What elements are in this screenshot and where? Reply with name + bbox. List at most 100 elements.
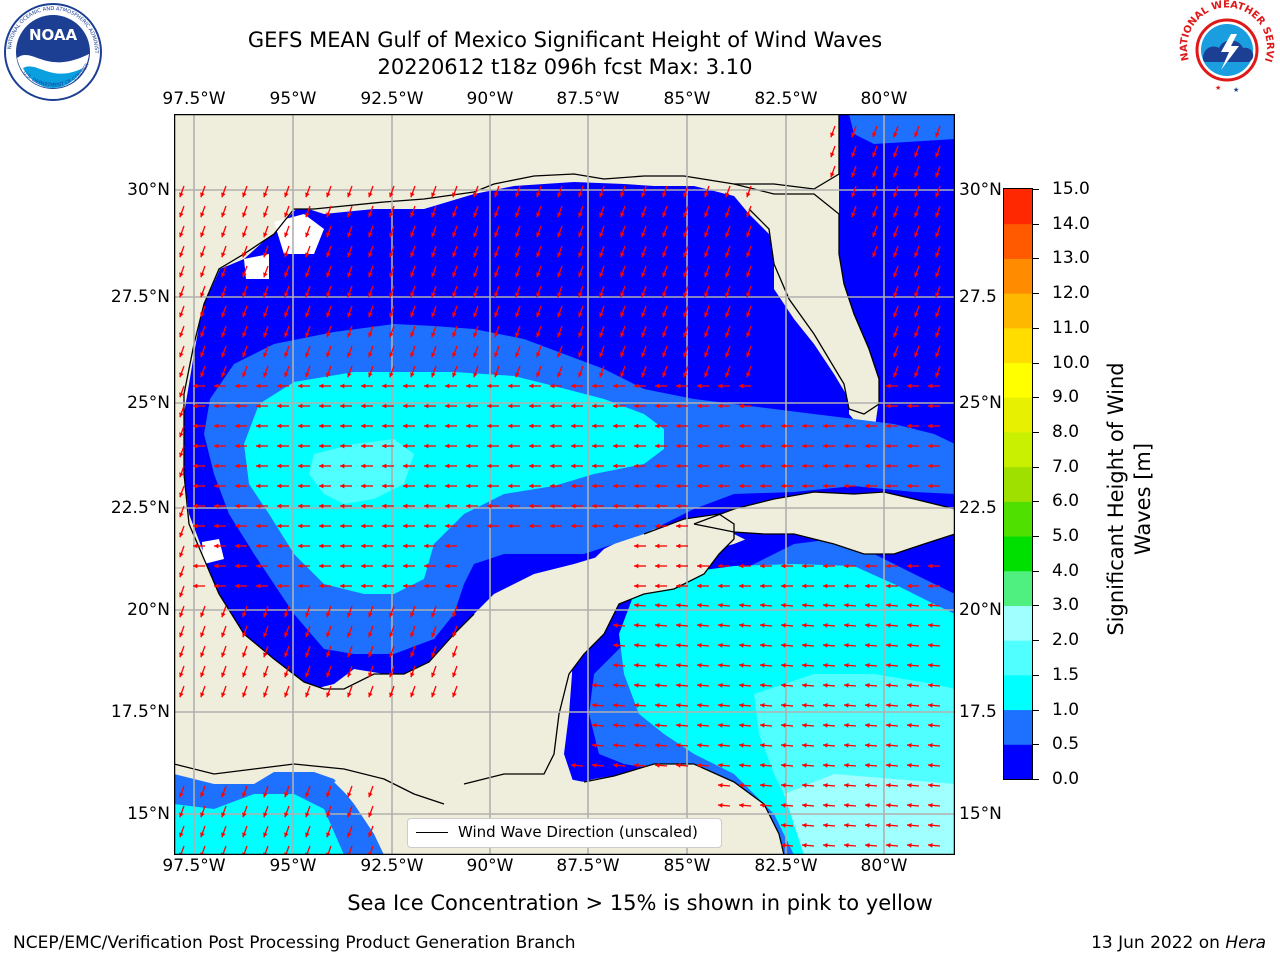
wave-direction-arrowhead — [872, 212, 877, 218]
wave-direction-arrowhead — [851, 152, 856, 158]
wave-direction-arrowhead — [445, 483, 450, 489]
wave-direction-arrowhead — [452, 332, 457, 338]
wave-direction-arrowhead — [655, 602, 660, 608]
wave-direction-arrowhead — [620, 272, 625, 278]
wave-direction-arrowhead — [928, 842, 933, 848]
wave-direction-arrowhead — [515, 332, 520, 338]
wave-direction-arrowhead — [802, 662, 807, 668]
wave-direction-arrowhead — [907, 642, 912, 648]
wave-direction-arrowhead — [242, 812, 247, 818]
wave-direction-arrowhead — [697, 463, 702, 469]
wave-direction-arrowhead — [340, 523, 345, 529]
wave-direction-arrowhead — [865, 583, 870, 589]
wave-direction-arrowhead — [200, 812, 205, 818]
lon-tick-top: 97.5°W — [162, 89, 226, 109]
wave-direction-arrowhead — [284, 212, 289, 218]
wave-direction-arrowhead — [214, 383, 219, 389]
wave-direction-arrowhead — [760, 463, 765, 469]
wave-direction-arrowhead — [403, 523, 408, 529]
colorbar-segment — [1004, 397, 1032, 433]
wave-direction-arrowhead — [781, 602, 786, 608]
yucatan-land — [434, 514, 734, 784]
wave-direction-arrowhead — [326, 272, 331, 278]
wave-direction-arrowhead — [620, 332, 625, 338]
wave-direction-arrowhead — [662, 232, 667, 238]
wave-direction-arrowhead — [886, 802, 891, 808]
wave-direction-arrowhead — [536, 292, 541, 298]
wave-direction-arrowhead — [326, 632, 331, 638]
wave-direction-arrowhead — [928, 602, 933, 608]
wave-direction-arrowhead — [599, 352, 604, 358]
wave-direction-arrowhead — [578, 192, 583, 198]
wave-direction-arrowhead — [242, 672, 247, 678]
wave-direction-arrowhead — [445, 523, 450, 529]
wave-direction-arrowhead — [298, 423, 303, 429]
wave-direction-arrowhead — [550, 483, 555, 489]
wave-direction-arrowhead — [886, 622, 891, 628]
wave-direction-arrowhead — [662, 252, 667, 258]
wave-direction-arrowhead — [592, 383, 597, 389]
wave-direction-arrowhead — [200, 632, 205, 638]
wave-direction-arrowhead — [326, 792, 331, 798]
wave-direction-arrowhead — [431, 672, 436, 678]
wave-direction-arrowhead — [683, 232, 688, 238]
wave-direction-arrowhead — [571, 483, 576, 489]
wave-direction-arrowhead — [263, 212, 268, 218]
chart-title: GEFS MEAN Gulf of Mexico Significant Hei… — [247, 28, 883, 52]
wave-direction-arrowhead — [340, 463, 345, 469]
wave-direction-arrowhead — [599, 332, 604, 338]
wave-direction-arrowhead — [179, 492, 184, 498]
wave-direction-arrowhead — [655, 702, 660, 708]
lon-tick-bottom: 80°W — [860, 856, 908, 876]
wave-direction-arrowhead — [634, 622, 639, 628]
wave-direction-arrowhead — [886, 483, 891, 489]
wave-direction-arrowhead — [823, 483, 828, 489]
wave-direction-arrowhead — [305, 372, 310, 378]
wave-direction-arrowhead — [760, 583, 765, 589]
wave-direction-arrowhead — [494, 332, 499, 338]
wave-direction-arrowhead — [410, 292, 415, 298]
wave-direction-arrowhead — [634, 523, 639, 529]
wave-direction-arrowhead — [326, 192, 331, 198]
wave-direction-arrowhead — [305, 312, 310, 318]
wave-direction-arrowhead — [277, 543, 282, 549]
wave-direction-arrowhead — [655, 383, 660, 389]
wave-direction-arrowhead — [718, 403, 723, 409]
wave-direction-arrowhead — [662, 292, 667, 298]
wave-direction-arrowhead — [907, 443, 912, 449]
wave-direction-arrowhead — [319, 483, 324, 489]
wave-direction-arrowhead — [179, 592, 184, 598]
wave-direction-arrowhead — [298, 403, 303, 409]
wave-direction-arrowhead — [592, 403, 597, 409]
wave-direction-arrowhead — [424, 523, 429, 529]
wave-direction-arrowhead — [179, 632, 184, 638]
wave-direction-arrowhead — [298, 583, 303, 589]
wave-direction-arrowhead — [193, 543, 198, 549]
wave-direction-arrowhead — [914, 312, 919, 318]
wave-direction-arrowhead — [235, 503, 240, 509]
wave-direction-arrowhead — [326, 612, 331, 618]
wave-direction-arrowhead — [410, 212, 415, 218]
wave-direction-arrowhead — [242, 272, 247, 278]
wave-direction-arrowhead — [907, 762, 912, 768]
wave-direction-arrowhead — [305, 192, 310, 198]
colorbar-tick-label: 1.5 — [1052, 664, 1080, 685]
wave-direction-arrowhead — [655, 622, 660, 628]
wave-direction-arrowhead — [410, 272, 415, 278]
wave-direction-arrowhead — [361, 483, 366, 489]
wave-direction-arrowhead — [508, 483, 513, 489]
wave-direction-arrowhead — [928, 682, 933, 688]
wave-direction-arrowhead — [886, 682, 891, 688]
wave-direction-arrowhead — [676, 483, 681, 489]
wave-direction-arrowhead — [466, 463, 471, 469]
wave-direction-arrowhead — [277, 463, 282, 469]
wave-direction-arrowhead — [214, 483, 219, 489]
wave-direction-arrowhead — [242, 372, 247, 378]
wave-direction-arrowhead — [256, 403, 261, 409]
wave-direction-arrowhead — [347, 192, 352, 198]
wave-direction-arrowhead — [368, 632, 373, 638]
wave-direction-arrowhead — [662, 192, 667, 198]
wave-direction-arrowhead — [802, 682, 807, 688]
wave-direction-arrowhead — [802, 642, 807, 648]
wave-direction-arrowhead — [410, 652, 415, 658]
